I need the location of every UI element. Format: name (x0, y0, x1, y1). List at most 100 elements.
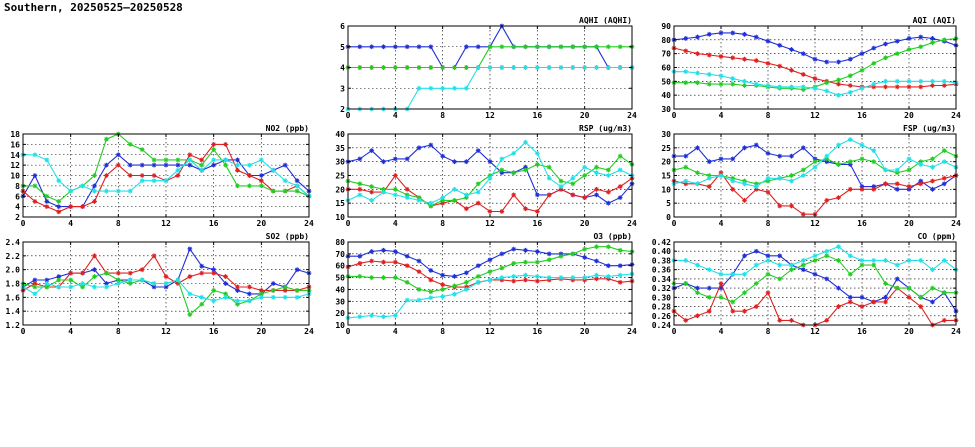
data-point (151, 253, 157, 259)
data-point (211, 157, 217, 163)
y-tick-label: 0.34 (652, 275, 671, 284)
data-point (104, 136, 109, 142)
data-point (683, 281, 689, 286)
data-point (706, 31, 712, 37)
y-tick-label: 5 (666, 199, 671, 208)
data-point (824, 159, 830, 165)
data-point (617, 44, 623, 50)
x-tick-label: 16 (209, 219, 219, 228)
data-point (44, 281, 50, 286)
data-point (452, 186, 457, 192)
data-point (32, 291, 38, 297)
data-point (859, 85, 865, 91)
data-point (582, 246, 588, 252)
data-point (416, 195, 422, 201)
data-point (930, 40, 935, 45)
y-tick-label: 15 (661, 172, 671, 181)
data-point (617, 195, 623, 201)
data-point (282, 284, 288, 290)
data-point (789, 47, 794, 52)
data-point (211, 298, 217, 304)
data-point (918, 44, 924, 50)
data-point (475, 279, 481, 285)
data-point (294, 178, 300, 184)
y-tick-label: 0.32 (652, 284, 671, 293)
data-point (812, 85, 818, 91)
data-point (44, 193, 50, 199)
data-point (258, 288, 264, 293)
data-point (883, 299, 888, 305)
data-point (753, 281, 759, 286)
data-point (918, 84, 924, 90)
data-point (139, 173, 145, 178)
data-point (836, 81, 841, 87)
data-point (475, 44, 481, 50)
data-point (570, 181, 576, 187)
data-point (499, 275, 505, 280)
data-point (392, 313, 398, 318)
data-point (428, 85, 434, 91)
data-point (428, 142, 434, 148)
x-tick-label: 0 (21, 327, 26, 336)
data-point (730, 299, 736, 305)
data-point (44, 157, 50, 163)
data-point (824, 153, 830, 159)
data-point (92, 267, 97, 273)
data-point (463, 44, 469, 50)
y-tick-label: 40 (661, 91, 671, 100)
data-point (452, 65, 457, 70)
data-point (871, 60, 877, 66)
data-point (941, 159, 947, 165)
data-point (930, 78, 935, 84)
data-point (859, 262, 865, 268)
data-point (765, 175, 771, 181)
data-point (824, 317, 830, 323)
data-point (546, 251, 552, 257)
data-point (282, 162, 288, 168)
x-tick-label: 20 (580, 111, 590, 120)
x-tick-label: 12 (485, 327, 495, 336)
data-point (511, 44, 517, 50)
data-point (941, 37, 947, 43)
data-point (582, 195, 588, 201)
y-tick-label: 1.6 (6, 293, 21, 302)
data-point (499, 265, 505, 271)
data-point (44, 284, 50, 290)
data-point (127, 141, 133, 147)
data-point (115, 152, 121, 158)
data-point (523, 65, 528, 70)
x-tick-label: 0 (672, 111, 677, 120)
data-point (32, 152, 38, 158)
x-tick-label: 16 (209, 327, 219, 336)
data-point (44, 204, 50, 210)
data-point (894, 186, 900, 192)
data-point (753, 142, 759, 148)
data-point (605, 65, 611, 70)
x-tick-label: 20 (257, 327, 267, 336)
data-point (883, 167, 888, 173)
data-point (392, 186, 398, 192)
data-point (404, 279, 410, 285)
data-point (523, 139, 528, 145)
data-point (617, 272, 623, 278)
x-tick-label: 0 (346, 327, 351, 336)
data-point (906, 184, 912, 189)
data-point (941, 175, 947, 181)
data-point (558, 65, 564, 70)
data-point (594, 244, 599, 250)
data-point (894, 285, 900, 291)
data-point (824, 88, 830, 94)
data-point (777, 253, 783, 259)
y-tick-label: 70 (335, 250, 345, 259)
data-point (416, 198, 422, 203)
data-point (883, 258, 888, 263)
data-point (777, 63, 783, 69)
x-tick-label: 16 (533, 111, 543, 120)
data-point (718, 156, 724, 162)
data-point (223, 291, 228, 297)
data-point (836, 92, 841, 98)
data-point (605, 189, 611, 195)
y-tick-label: 0.42 (652, 238, 671, 247)
data-point (463, 159, 469, 165)
data-point (475, 200, 481, 206)
